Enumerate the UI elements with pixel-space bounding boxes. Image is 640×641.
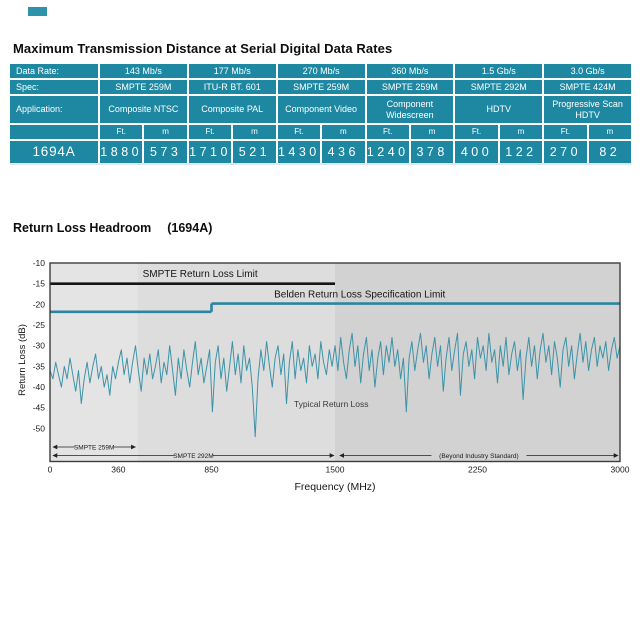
trace-label: Typical Return Loss [294,399,369,409]
range-label-bg [74,443,114,451]
unit-m-cell: m [499,125,543,139]
x-axis-title: Frequency (MHz) [294,481,375,493]
return-loss-chart: -10 -15 -20 -25 -30 -35 -40 -45 -50 0 360 850 1500 22… [17,258,630,493]
chart-title-text: Return Loss Headroom [13,221,152,235]
distance-ft-cell: 270 [544,141,587,163]
y-tick-label: -40 [33,382,46,392]
unit-m-cell: m [588,125,631,139]
data-rate-cell: 270 Mb/s [277,64,365,78]
range-label: SMPTE 259M [74,445,114,452]
x-tick-label: 3000 [611,465,630,475]
distance-m-cell: 82 [588,141,631,163]
transmission-distance-table: Data Rate: 143 Mb/s 177 Mb/s 270 Mb/s 360 Mb… [10,64,631,163]
table-section-title: Maximum Transmission Distance at Serial … [13,41,393,56]
unit-ft-cell: Ft. [366,125,409,139]
data-rate-cell: 3.0 Gb/s [544,64,631,78]
application-cell: HDTV [455,96,543,123]
unit-ft-cell: Ft. [100,125,143,139]
distance-m-cell: 521 [233,141,276,163]
application-cell: Composite PAL [188,96,276,123]
spec-cell: ITU-R BT. 601 [188,80,276,94]
return-loss-trace [49,332,621,438]
spec-cell: SMPTE 259M [277,80,365,94]
x-tick-label: 1500 [326,465,345,475]
spec-cell: SMPTE 424M [544,80,631,94]
application-cell: Component Video [277,96,365,123]
chart-section-title: Return Loss Headroom (1694A) [13,221,212,235]
plot-band [137,263,335,462]
application-cell: Component Widescreen [366,96,454,123]
y-tick-label: -25 [33,320,46,330]
row-label-data-rate: Data Rate: [10,64,98,78]
data-rate-cell: 360 Mb/s [366,64,454,78]
unit-ft-cell: Ft. [277,125,321,139]
y-axis-title: Return Loss (dB) [17,324,28,396]
distance-ft-cell: 400 [455,141,498,163]
y-tick-label: -15 [33,279,46,289]
row-label-application: Application: [10,96,98,123]
x-tick-label: 360 [111,465,125,475]
smpte-limit-label: SMPTE Return Loss Limit [143,269,258,280]
plot-border [49,262,621,463]
x-tick-label: 2250 [468,465,487,475]
spec-cell: SMPTE 292M [455,80,543,94]
application-cell: Composite NTSC [100,96,187,123]
unit-m-cell: m [322,125,365,139]
distance-m-cell: 573 [144,141,187,163]
data-rate-cell: 1.5 Gb/s [455,64,543,78]
unit-ft-cell: Ft. [188,125,232,139]
range-label-bg [173,451,213,460]
application-cell: Progressive Scan HDTV [544,96,631,123]
data-rate-cell: 177 Mb/s [188,64,276,78]
y-tick-label: -30 [33,341,46,351]
corner-mark [28,7,47,16]
y-tick-label: -35 [33,361,46,371]
data-rate-cell: 143 Mb/s [100,64,187,78]
unit-m-cell: m [410,125,454,139]
distance-m-cell: 436 [322,141,365,163]
range-label-bg [431,451,527,460]
unit-m-cell: m [233,125,276,139]
y-tick-label: -45 [33,403,46,413]
distance-ft-cell: 1710 [188,141,232,163]
distance-ft-cell: 1430 [277,141,321,163]
chart-title-code: (1694A) [167,221,213,235]
belden-limit-label: Belden Return Loss Specification Limit [274,290,445,301]
distance-ft-cell: 1880 [100,141,143,163]
spec-cell: SMPTE 259M [366,80,454,94]
y-tick-label: -50 [33,423,46,433]
spec-cell: SMPTE 259M [100,80,187,94]
y-tick-label: -20 [33,299,46,309]
unit-ft-cell: Ft. [544,125,587,139]
x-tick-label: 850 [204,465,218,475]
unit-row-spacer [10,125,98,139]
unit-ft-cell: Ft. [455,125,498,139]
y-tick-label: -10 [33,258,46,268]
unit-m-cell: m [144,125,187,139]
distance-m-cell: 378 [410,141,454,163]
range-label: SMPTE 292M [173,453,213,460]
range-label: (Beyond Industry Standard) [439,453,519,460]
distance-ft-cell: 1240 [366,141,409,163]
distance-m-cell: 122 [499,141,543,163]
row-label-spec: Spec: [10,80,98,94]
x-tick-label: 0 [48,465,53,475]
product-name-cell: 1694A [10,141,98,163]
